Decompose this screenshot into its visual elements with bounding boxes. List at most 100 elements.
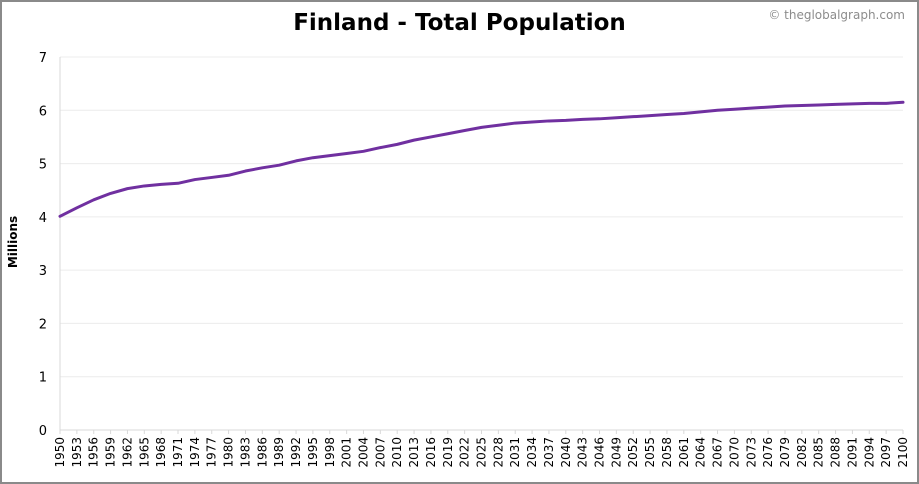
data-point [228, 174, 230, 176]
data-point [784, 105, 786, 107]
x-tick-label: 2001 [340, 437, 354, 468]
x-tick-label: 1986 [255, 437, 269, 468]
x-tick-label: 1956 [87, 437, 101, 468]
data-point [160, 183, 162, 185]
data-point [126, 188, 128, 190]
data-point [295, 160, 297, 162]
x-tick-label: 2037 [542, 437, 556, 468]
data-point [278, 164, 280, 166]
x-tick-label: 1977 [205, 437, 219, 468]
data-point [818, 104, 820, 106]
data-point [599, 118, 601, 120]
data-point [835, 103, 837, 105]
x-tick-label: 2070 [727, 437, 741, 468]
x-tick-label: 2058 [660, 437, 674, 468]
x-tick-label: 2028 [491, 437, 505, 468]
credit-watermark: © theglobalgraph.com [768, 8, 905, 22]
data-point [379, 147, 381, 149]
y-tick-label: 4 [39, 211, 47, 226]
x-tick-label: 1980 [222, 437, 236, 468]
data-point [767, 106, 769, 108]
x-tick-label: 1998 [323, 437, 337, 468]
data-point [177, 182, 179, 184]
x-tick-label: 2040 [559, 437, 573, 468]
data-point [59, 215, 61, 217]
x-tick-label: 1989 [272, 437, 286, 468]
x-tick-label: 1959 [104, 437, 118, 468]
x-tick-label: 2049 [609, 437, 623, 468]
data-point [700, 111, 702, 113]
data-point [464, 130, 466, 132]
data-point [750, 107, 752, 109]
x-tick-label: 1992 [289, 437, 303, 468]
x-tick-label: 1962 [120, 437, 134, 468]
x-tick-label: 2064 [694, 437, 708, 468]
x-tick-label: 2100 [896, 437, 910, 468]
y-tick-label: 2 [39, 317, 47, 332]
data-point [565, 119, 567, 121]
y-tick-label: 0 [39, 424, 47, 439]
data-point [885, 102, 887, 104]
data-point [413, 139, 415, 141]
data-point [211, 176, 213, 178]
x-tick-label: 2073 [744, 437, 758, 468]
x-tick-label: 2034 [525, 437, 539, 468]
x-tick-label: 2076 [761, 437, 775, 468]
data-point [497, 124, 499, 126]
x-tick-label: 1983 [238, 437, 252, 468]
x-tick-label: 2031 [508, 437, 522, 468]
data-point [514, 122, 516, 124]
x-tick-label: 2082 [795, 437, 809, 468]
axes [59, 57, 904, 434]
x-tick-label: 2085 [812, 437, 826, 468]
x-tick-label: 2052 [626, 437, 640, 468]
x-tick-label: 2043 [576, 437, 590, 468]
data-point [447, 133, 449, 135]
y-tick-label: 7 [39, 51, 47, 66]
x-tick-label: 2016 [424, 437, 438, 468]
x-tick-labels: 1950 1953 1956 1959 1962 1965 1968 1971 1974 1977… [53, 437, 910, 468]
data-point [76, 207, 78, 209]
data-point [902, 101, 904, 103]
data-point [143, 185, 145, 187]
data-point [632, 116, 634, 118]
data-point [582, 118, 584, 120]
y-tick-label: 6 [39, 104, 47, 119]
data-point [261, 167, 263, 169]
series-line [58, 100, 905, 218]
chart-title: Finland - Total Population [293, 10, 626, 36]
y-tick-label: 1 [39, 371, 47, 386]
x-tick-label: 2046 [593, 437, 607, 468]
data-point [362, 150, 364, 152]
x-tick-label: 2007 [373, 437, 387, 468]
data-point [194, 179, 196, 181]
x-tick-label: 1953 [70, 437, 84, 468]
data-point [430, 136, 432, 138]
x-tick-label: 1965 [137, 437, 151, 468]
x-tick-label: 2013 [407, 437, 421, 468]
data-point [868, 102, 870, 104]
x-tick-label: 2088 [829, 437, 843, 468]
data-point [717, 109, 719, 111]
x-tick-label: 2061 [677, 437, 691, 468]
data-point [649, 115, 651, 117]
x-tick-label: 2025 [475, 437, 489, 468]
x-tick-label: 1971 [171, 437, 185, 468]
data-point [615, 117, 617, 119]
data-point [396, 143, 398, 145]
x-tick-label: 2097 [879, 437, 893, 468]
data-point [548, 120, 550, 122]
data-point [346, 152, 348, 154]
data-point [531, 121, 533, 123]
y-tick-label: 5 [39, 158, 47, 173]
x-tick-label: 2091 [845, 437, 859, 468]
x-tick-label: 2079 [778, 437, 792, 468]
series [58, 100, 905, 218]
gridlines [60, 56, 903, 378]
x-tick-label: 2022 [458, 437, 472, 468]
x-tick-label: 2067 [711, 437, 725, 468]
data-point [93, 199, 95, 201]
x-tick-label: 2055 [643, 437, 657, 468]
